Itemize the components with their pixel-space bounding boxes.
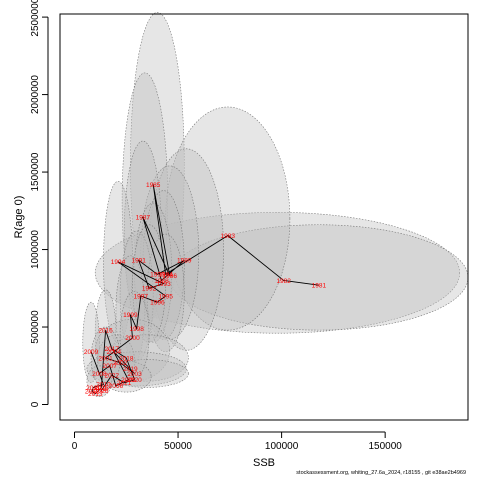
year-label: 1989 xyxy=(177,258,192,265)
x-tick-label: 50000 xyxy=(164,441,192,452)
plot-frame xyxy=(59,13,469,421)
year-label: 1993 xyxy=(156,281,171,288)
footnote: stockassessment.org, whiting_27.6a_2024,… xyxy=(296,470,466,476)
year-label: 1992 xyxy=(142,286,157,293)
y-tick-label: 0 xyxy=(30,401,41,407)
year-label: 2007 xyxy=(102,363,117,370)
y-tick-label: 1500000 xyxy=(30,152,41,191)
year-label: 2006 xyxy=(109,383,124,390)
year-label: 1987 xyxy=(136,214,151,221)
y-axis: 0 500000 1000000 1500000 2000000 2500000 xyxy=(30,0,49,407)
year-label: 2000 xyxy=(125,335,140,342)
year-label: 1994 xyxy=(111,259,126,266)
year-label: 2002 xyxy=(113,360,128,367)
x-tick-label: 0 xyxy=(72,441,78,452)
year-label: 2003 xyxy=(127,371,142,378)
year-label: 1986 xyxy=(163,273,178,280)
year-label: 2010 xyxy=(96,382,111,389)
y-tick-label: 500000 xyxy=(30,310,41,344)
year-label: 1995 xyxy=(158,293,173,300)
stock-recruit-path xyxy=(90,184,319,395)
year-label: 2023 xyxy=(94,388,109,395)
year-label: 2012 xyxy=(85,389,100,396)
year-label: 2005 xyxy=(121,377,136,384)
year-label: 1988 xyxy=(154,278,169,285)
year-labels: 1981 1982 1983 1984 1985 1986 1987 1988 1989 1990… xyxy=(84,182,327,398)
year-label: 2020 xyxy=(127,377,142,384)
x-axis-title: SSB xyxy=(253,457,275,469)
year-label: 2004 xyxy=(107,349,122,356)
year-label: 2022 xyxy=(105,372,120,379)
sr-trajectory-line xyxy=(90,184,319,395)
year-label: 1998 xyxy=(129,326,144,333)
year-label: 1985 xyxy=(146,182,161,189)
year-label: 2001 xyxy=(98,355,113,362)
y-tick-label: 2000000 xyxy=(30,75,41,114)
year-label: 2018 xyxy=(119,355,134,362)
year-label: 1981 xyxy=(312,282,327,289)
confidence-ellipse xyxy=(123,140,162,328)
confidence-ellipse xyxy=(119,230,154,362)
year-label: 2014 xyxy=(92,387,107,394)
x-tick-label: 100000 xyxy=(265,441,299,452)
x-axis: 0 50000 100000 150000 xyxy=(72,431,402,452)
year-label: 1997 xyxy=(134,293,149,300)
year-label: 2008 xyxy=(92,371,107,378)
year-label: 2016 xyxy=(98,327,113,334)
year-label: 1991 xyxy=(131,258,146,265)
year-label: 1996 xyxy=(150,300,165,307)
year-label: 1982 xyxy=(276,278,291,285)
year-label: 1999 xyxy=(123,312,138,319)
confidence-ellipses xyxy=(82,12,469,398)
year-label: 1984 xyxy=(158,272,173,279)
year-label: 2011 xyxy=(86,385,100,392)
year-label: 2017 xyxy=(105,346,120,353)
year-label: 2019 xyxy=(123,366,138,373)
confidence-ellipse xyxy=(115,255,146,368)
confidence-ellipse xyxy=(119,291,150,379)
y-axis-title: R(age 0) xyxy=(13,196,25,239)
y-tick-label: 1000000 xyxy=(30,230,41,269)
confidence-ellipse xyxy=(94,212,461,334)
year-label: 2013 xyxy=(88,391,103,398)
x-tick-label: 150000 xyxy=(368,441,402,452)
confidence-ellipse xyxy=(165,106,291,331)
year-label: 2021 xyxy=(117,380,132,387)
y-tick-label: 2500000 xyxy=(30,0,41,37)
year-label: 2015 xyxy=(94,385,109,392)
year-label: 2009 xyxy=(84,349,99,356)
year-label: 1983 xyxy=(221,233,236,240)
year-label: 1990 xyxy=(150,272,165,279)
